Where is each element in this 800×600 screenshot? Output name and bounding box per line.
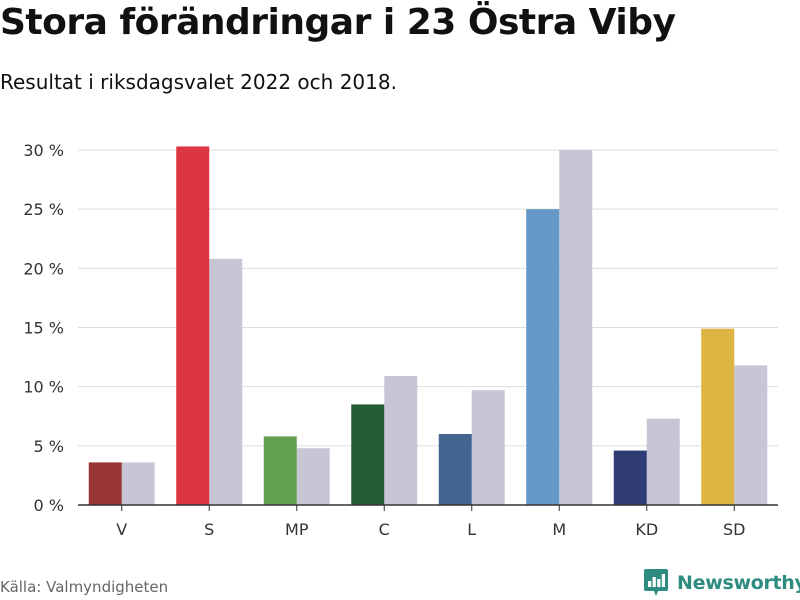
bar-2022-sd[interactable] bbox=[701, 328, 735, 505]
y-tick-label: 15 % bbox=[23, 319, 64, 338]
bar-chart-logo-icon bbox=[644, 569, 668, 596]
bar-2022-v[interactable] bbox=[88, 462, 122, 505]
x-tick-label: L bbox=[467, 520, 476, 539]
bar-2018-s[interactable] bbox=[209, 258, 243, 505]
bar-2018-l[interactable] bbox=[471, 390, 505, 505]
brand-name: Newsworthy bbox=[677, 572, 800, 594]
y-tick-label: 5 % bbox=[34, 437, 64, 456]
bar-2018-kd[interactable] bbox=[646, 418, 680, 505]
x-tick-label: MP bbox=[285, 520, 309, 539]
x-tick-label: V bbox=[116, 520, 127, 539]
page-title: Stora förändringar i 23 Östra Viby bbox=[0, 2, 676, 43]
bar-2022-m[interactable] bbox=[526, 209, 560, 505]
bar-2022-s[interactable] bbox=[176, 146, 210, 505]
x-tick-label: KD bbox=[635, 520, 658, 539]
page-subtitle: Resultat i riksdagsvalet 2022 och 2018. bbox=[0, 70, 397, 94]
y-tick-label: 0 % bbox=[34, 496, 64, 515]
bar-2022-c[interactable] bbox=[351, 404, 385, 505]
y-tick-label: 10 % bbox=[23, 378, 64, 397]
bar-2022-mp[interactable] bbox=[263, 436, 297, 505]
x-tick-label: M bbox=[552, 520, 566, 539]
y-tick-label: 20 % bbox=[23, 259, 64, 278]
y-tick-label: 30 % bbox=[23, 141, 64, 160]
x-tick-label: S bbox=[204, 520, 214, 539]
bar-2018-c[interactable] bbox=[384, 376, 418, 505]
bar-2018-sd[interactable] bbox=[734, 365, 768, 505]
bar-2018-v[interactable] bbox=[121, 462, 155, 505]
x-tick-label: SD bbox=[723, 520, 745, 539]
bars bbox=[88, 146, 768, 505]
bar-2018-mp[interactable] bbox=[296, 448, 330, 505]
bar-2022-l[interactable] bbox=[438, 434, 472, 505]
axes: 0 % 5 % 10 % 15 % 20 % 25 % 30 % V S MP C L M KD SD bbox=[23, 141, 778, 539]
y-tick-label: 25 % bbox=[23, 200, 64, 219]
bar-2018-m[interactable] bbox=[559, 150, 593, 505]
brand-logo[interactable]: Newsworthy bbox=[643, 567, 800, 599]
source-note: Källa: Valmyndigheten bbox=[0, 578, 169, 596]
bar-2022-kd[interactable] bbox=[613, 450, 647, 505]
x-tick-label: C bbox=[379, 520, 390, 539]
bar-chart: 0 % 5 % 10 % 15 % 20 % 25 % 30 % V S MP C L M KD SD bbox=[23, 141, 778, 539]
